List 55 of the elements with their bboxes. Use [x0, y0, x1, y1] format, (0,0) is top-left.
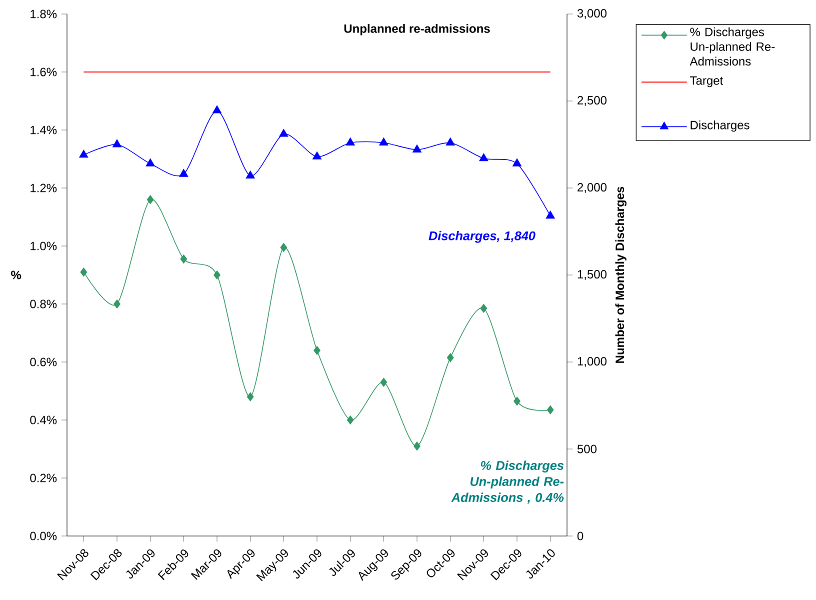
y2-tick-label: 1,000 — [578, 357, 607, 367]
point — [80, 268, 88, 276]
y-tick-label: 0.6% — [30, 358, 57, 366]
point — [279, 128, 288, 137]
point — [312, 152, 322, 160]
text: Unplanned re-admissions — [344, 24, 490, 36]
y2-tick-label: 500 — [577, 444, 597, 454]
point — [479, 153, 488, 162]
y-tick-label: 0.2% — [30, 474, 57, 482]
point — [146, 195, 154, 204]
y-tick-label: 1.6% — [30, 68, 57, 76]
point — [314, 346, 320, 355]
point — [346, 416, 354, 424]
point — [380, 378, 388, 387]
y2-tick-label: 0 — [577, 532, 584, 540]
y-tick-label: 0.4% — [30, 416, 57, 424]
point — [146, 158, 155, 166]
point — [446, 138, 455, 146]
point — [346, 138, 355, 146]
point — [280, 243, 288, 252]
point — [512, 158, 522, 166]
point — [546, 405, 554, 414]
point — [514, 396, 520, 406]
point — [379, 138, 388, 146]
point — [246, 170, 255, 179]
legend-label: Discharges — [690, 120, 750, 132]
y-tick-label: 0.0% — [30, 532, 57, 540]
y-tick-label: 0.8% — [30, 300, 57, 308]
legend-label: % Discharges Un-planned Re-Admissions — [690, 27, 775, 66]
y2-tick-label: 2,000 — [578, 183, 607, 193]
point — [112, 139, 122, 148]
point — [214, 270, 220, 280]
point — [246, 392, 254, 402]
annotation: Discharges, 1,840 — [428, 230, 536, 243]
point — [412, 144, 422, 152]
point — [180, 254, 188, 264]
y-tick-label: 1.0% — [30, 242, 57, 250]
point — [480, 304, 488, 313]
y2-tick-label: 3,000 — [577, 9, 607, 19]
point — [446, 353, 454, 362]
y2-axis-title: Number of Monthly Discharges — [615, 186, 627, 363]
y-axis-title: % — [11, 270, 22, 280]
point — [212, 106, 222, 114]
point — [79, 150, 88, 158]
y2-tick-label: 2,500 — [578, 96, 607, 106]
y-tick-label: 1.8% — [30, 10, 57, 18]
y2-tick-label: 1,500 — [578, 270, 607, 280]
point — [179, 169, 188, 177]
legend-label: Target — [690, 76, 724, 88]
point — [114, 300, 120, 308]
point — [546, 210, 555, 219]
point — [414, 442, 420, 450]
y-tick-label: 1.4% — [30, 126, 57, 134]
annotation: % Discharges Un-planned Re-Admissions , 0.4% — [451, 460, 564, 504]
y-tick-label: 1.2% — [30, 184, 57, 192]
